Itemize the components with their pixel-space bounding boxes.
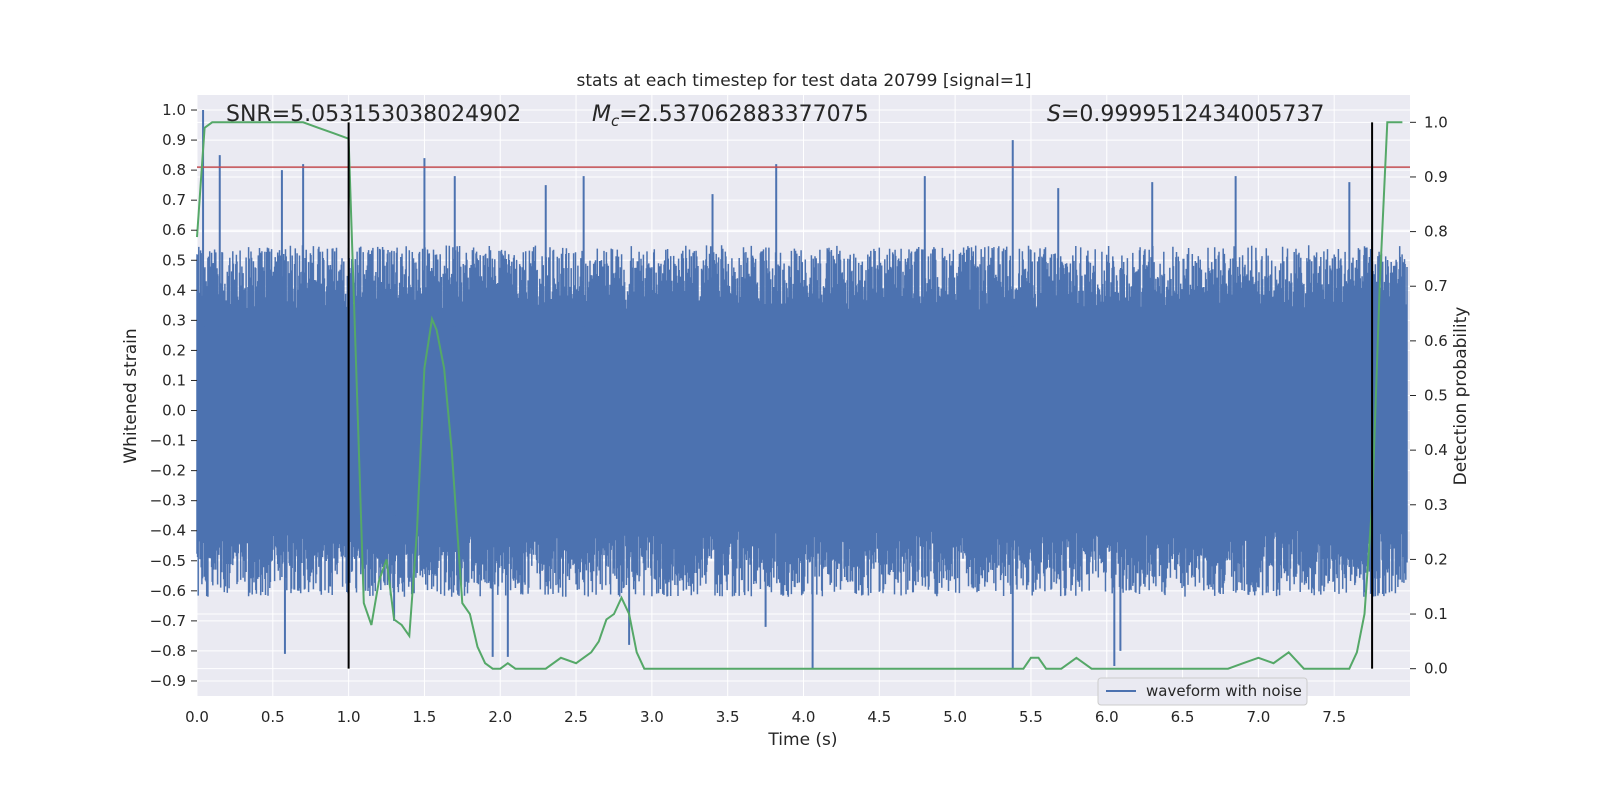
x-axis-label: Time (s): [767, 730, 837, 750]
left-tick-label: 0.9: [162, 131, 186, 149]
x-tick-label: 1.5: [413, 708, 437, 726]
x-tick-label: 4.5: [867, 708, 891, 726]
right-tick-label: 0.2: [1424, 550, 1448, 568]
left-tick-label: 0.8: [162, 161, 186, 179]
left-tick-label: 0.2: [162, 341, 186, 359]
right-axis-label: Detection probability: [1451, 307, 1471, 486]
left-tick-label: −0.8: [150, 642, 186, 660]
waveform-series: [196, 110, 1408, 669]
probability-line: [196, 121, 1403, 670]
right-tick-label: 0.1: [1424, 605, 1448, 623]
left-tick-label: −0.2: [150, 462, 186, 480]
legend-label: waveform with noise: [1146, 682, 1302, 700]
mc-annotation: Mc=2.537062883377075: [592, 102, 869, 130]
x-tick-label: 5.0: [943, 708, 967, 726]
mc-subscript: c: [611, 112, 620, 130]
right-tick-label: 0.5: [1424, 387, 1448, 405]
left-axis-label: Whitened strain: [121, 328, 141, 463]
x-tick-label: 7.5: [1322, 708, 1346, 726]
left-axis-ticks: 1.0 0.9 0.8 0.7 0.6 0.5 0.4 0.3 0.2 0.1 0.0 −0.1 −0.…: [150, 101, 197, 690]
x-tick-label: 6.0: [1095, 708, 1119, 726]
s-value: =0.9999512434005737: [1061, 102, 1324, 127]
s-symbol: S: [1047, 102, 1061, 127]
chart-title: stats at each timestep for test data 207…: [577, 71, 1032, 91]
right-tick-label: 0.0: [1424, 660, 1448, 678]
left-tick-label: −0.9: [150, 672, 186, 690]
left-tick-label: −0.5: [150, 552, 186, 570]
left-tick-label: −0.6: [150, 582, 186, 600]
left-tick-label: 0.0: [162, 402, 186, 420]
left-tick-label: 0.4: [162, 281, 186, 299]
right-axis-ticks: 1.0 0.9 0.8 0.7 0.6 0.5 0.4 0.3 0.2 0.1 0.0: [1410, 113, 1448, 678]
waveform-band: [197, 326, 1407, 516]
x-axis-ticks: 0.0 0.5 1.0 1.5 2.0 2.5 3.0 3.5 4.0 4.5 5.0 5.5 6.0 6…: [185, 708, 1346, 726]
x-tick-label: 0.5: [261, 708, 285, 726]
left-tick-label: 0.3: [162, 311, 186, 329]
left-tick-label: −0.4: [150, 522, 186, 540]
probability-series: [196, 121, 1403, 670]
right-tick-label: 1.0: [1424, 113, 1448, 131]
s-annotation: S=0.9999512434005737: [1047, 102, 1324, 127]
x-tick-label: 3.5: [716, 708, 740, 726]
legend-box: [1097, 677, 1308, 706]
x-tick-label: 7.0: [1246, 708, 1270, 726]
x-tick-label: 2.0: [488, 708, 512, 726]
x-tick-label: 2.5: [564, 708, 588, 726]
marker-lines: [347, 122, 1374, 669]
left-tick-label: 0.6: [162, 221, 186, 239]
left-tick-label: 0.1: [162, 371, 186, 389]
x-tick-label: 4.0: [792, 708, 816, 726]
x-tick-label: 1.0: [337, 708, 361, 726]
x-tick-label: 0.0: [185, 708, 209, 726]
legend: waveform with noise: [1097, 677, 1308, 706]
x-tick-label: 6.5: [1171, 708, 1195, 726]
right-tick-label: 0.8: [1424, 223, 1448, 241]
right-tick-label: 0.9: [1424, 168, 1448, 186]
left-tick-label: 0.7: [162, 191, 186, 209]
x-tick-label: 3.0: [640, 708, 664, 726]
right-tick-label: 0.4: [1424, 441, 1448, 459]
right-tick-label: 0.3: [1424, 496, 1448, 514]
left-tick-label: 1.0: [162, 101, 186, 119]
left-tick-label: −0.1: [150, 432, 186, 450]
mc-symbol: M: [592, 102, 611, 127]
right-tick-label: 0.6: [1424, 332, 1448, 350]
mc-value: =2.537062883377075: [619, 102, 868, 127]
right-tick-label: 0.7: [1424, 277, 1448, 295]
left-tick-label: 0.5: [162, 251, 186, 269]
left-tick-label: −0.3: [150, 492, 186, 510]
snr-annotation: SNR=5.053153038024902: [226, 102, 521, 127]
x-tick-label: 5.5: [1019, 708, 1043, 726]
left-tick-label: −0.7: [150, 612, 186, 630]
